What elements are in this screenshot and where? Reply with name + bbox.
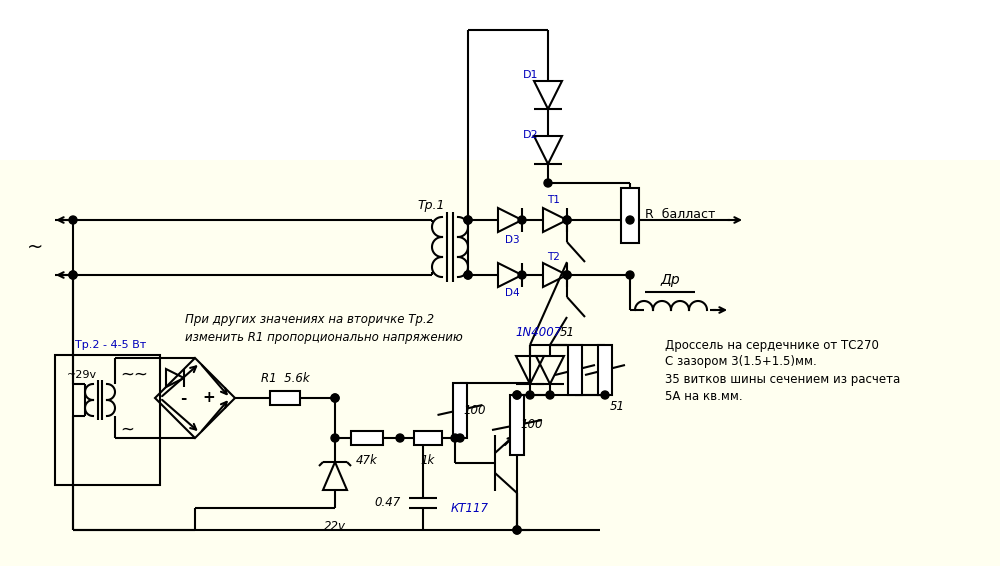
Bar: [598, 345, 612, 395]
Text: T1: T1: [547, 195, 560, 205]
Text: R  балласт: R балласт: [645, 208, 715, 221]
Circle shape: [69, 271, 77, 279]
Circle shape: [544, 179, 552, 187]
Circle shape: [513, 391, 521, 399]
Text: 1N4007: 1N4007: [515, 327, 561, 340]
Circle shape: [451, 434, 459, 442]
Text: D4: D4: [505, 288, 520, 298]
Circle shape: [601, 391, 609, 399]
Circle shape: [69, 216, 77, 224]
Text: 100: 100: [464, 404, 486, 417]
Text: 51: 51: [560, 327, 575, 340]
Circle shape: [331, 434, 339, 442]
Circle shape: [69, 271, 77, 279]
Text: 47k: 47k: [356, 453, 378, 466]
Bar: [510, 395, 524, 455]
Text: 22v: 22v: [324, 520, 346, 533]
Text: Дроссель на сердечнике от ТС270: Дроссель на сердечнике от ТС270: [665, 338, 879, 351]
Bar: [351, 431, 383, 445]
Circle shape: [464, 271, 472, 279]
Text: При других значениях на вторичке Тр.2: При других значениях на вторичке Тр.2: [185, 314, 434, 327]
Circle shape: [626, 271, 634, 279]
Text: ~: ~: [27, 238, 43, 256]
Text: +: +: [203, 391, 215, 405]
Bar: [453, 383, 467, 438]
Text: Др: Др: [660, 273, 680, 287]
Text: -: -: [180, 391, 186, 405]
Text: ~: ~: [133, 366, 147, 384]
Circle shape: [331, 394, 339, 402]
Circle shape: [464, 271, 472, 279]
Circle shape: [563, 216, 571, 224]
Text: 0.47: 0.47: [375, 496, 401, 509]
Bar: [568, 345, 582, 395]
Text: D1: D1: [523, 70, 538, 80]
Circle shape: [563, 271, 571, 279]
Text: 100: 100: [521, 418, 543, 431]
Text: Тр.2 - 4-5 Вт: Тр.2 - 4-5 Вт: [75, 340, 146, 350]
Circle shape: [513, 526, 521, 534]
Circle shape: [518, 216, 526, 224]
Circle shape: [464, 216, 472, 224]
Text: T2: T2: [547, 252, 560, 262]
Text: изменить R1 пропорционально напряжению: изменить R1 пропорционально напряжению: [185, 332, 463, 345]
Text: ~: ~: [120, 366, 134, 384]
Circle shape: [331, 394, 339, 402]
Text: D3: D3: [505, 235, 520, 245]
Circle shape: [396, 434, 404, 442]
Text: 51: 51: [610, 401, 625, 414]
Circle shape: [464, 216, 472, 224]
Text: С зазором 3(1.5+1.5)мм.: С зазором 3(1.5+1.5)мм.: [665, 355, 817, 368]
Circle shape: [546, 391, 554, 399]
Text: ~29v: ~29v: [67, 370, 97, 380]
Bar: [414, 431, 442, 445]
Bar: [621, 187, 639, 242]
Circle shape: [563, 271, 571, 279]
Text: Тр.1: Тр.1: [418, 199, 445, 212]
Text: 35 витков шины сечением из расчета: 35 витков шины сечением из расчета: [665, 372, 900, 385]
Circle shape: [518, 271, 526, 279]
Circle shape: [626, 216, 634, 224]
Text: R1  5.6k: R1 5.6k: [261, 371, 309, 384]
Circle shape: [513, 391, 521, 399]
Bar: [270, 391, 300, 405]
Text: КТ117: КТ117: [451, 501, 489, 514]
Circle shape: [563, 216, 571, 224]
Text: ~: ~: [120, 421, 134, 439]
Bar: [0, 0, 1000, 160]
Circle shape: [526, 391, 534, 399]
Text: 1k: 1k: [421, 453, 435, 466]
Bar: [55, 355, 160, 485]
Circle shape: [456, 434, 464, 442]
Text: D2: D2: [523, 130, 539, 140]
Circle shape: [513, 526, 521, 534]
Text: 5А на кв.мм.: 5А на кв.мм.: [665, 389, 743, 402]
